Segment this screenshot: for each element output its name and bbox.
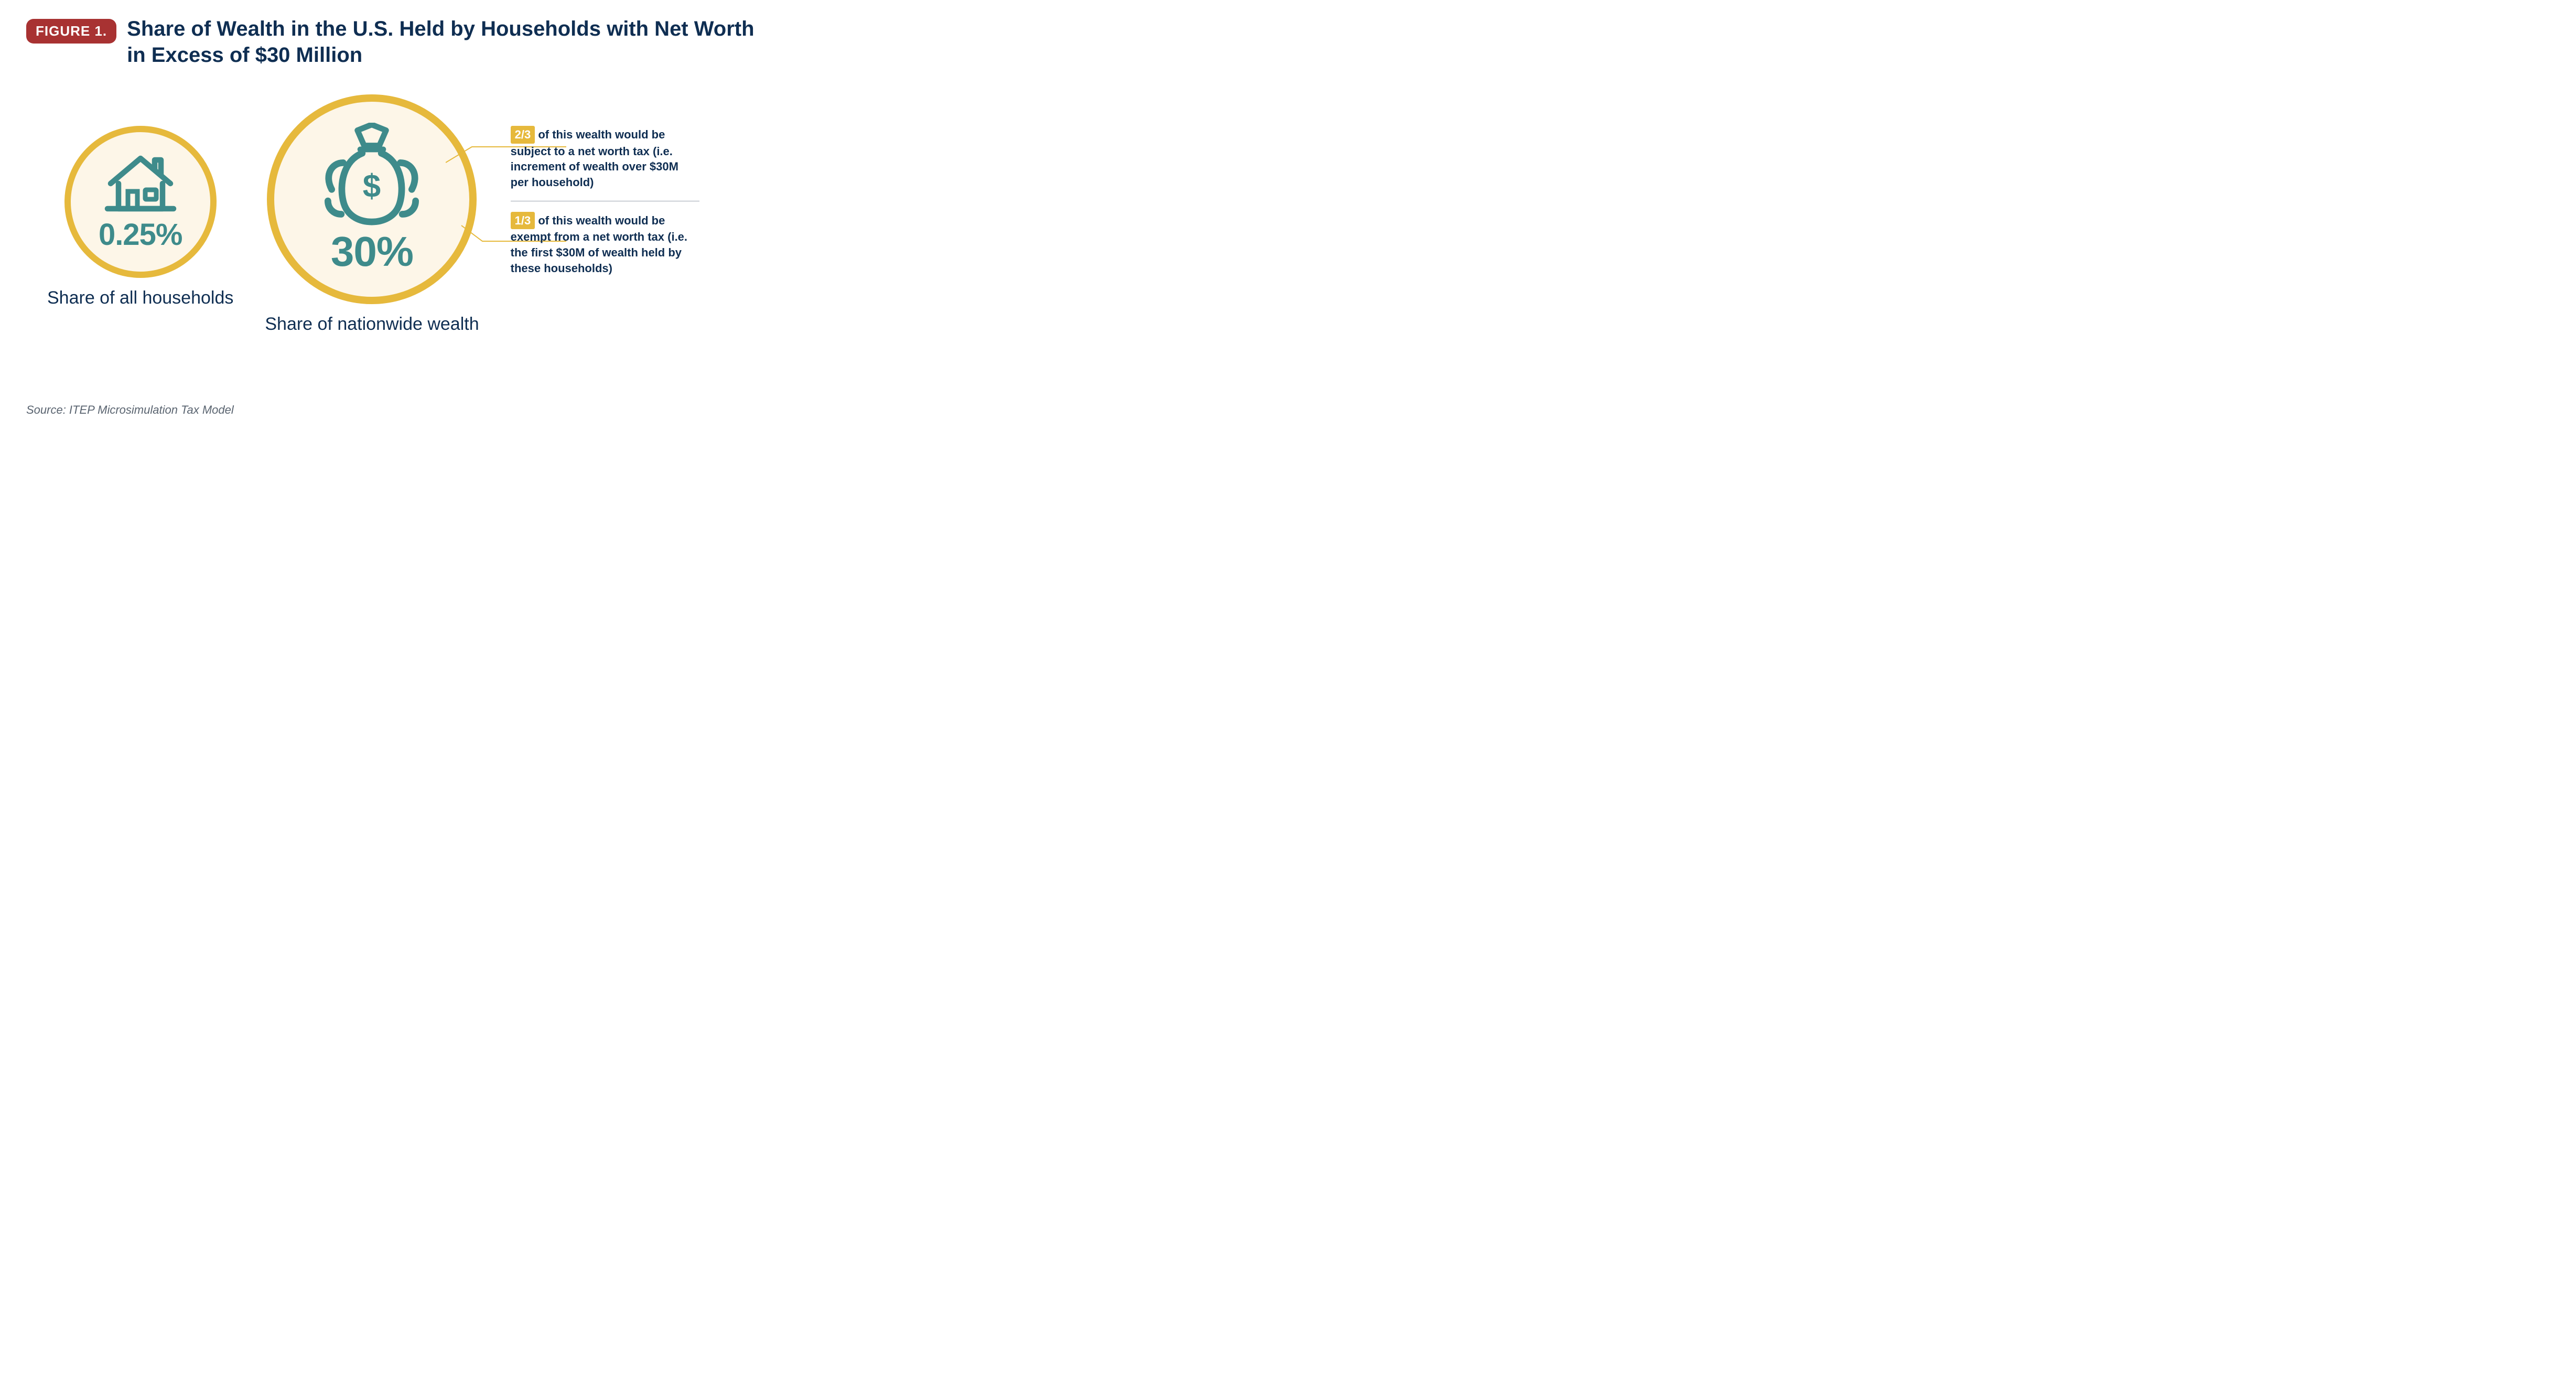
fraction-badge: 1/3	[511, 212, 535, 230]
infographic-content: 0.25% Share of all households $ 30% Shar…	[26, 89, 760, 335]
figure-header: FIGURE 1. Share of Wealth in the U.S. He…	[26, 16, 760, 68]
source-attribution: Source: ITEP Microsimulation Tax Model	[26, 403, 234, 417]
callouts: 2/3 of this wealth would be subject to a…	[511, 126, 699, 276]
svg-text:$: $	[363, 168, 381, 205]
households-percent: 0.25%	[99, 217, 182, 252]
callout-one-third: 1/3 of this wealth would be exempt from …	[511, 212, 699, 276]
left-circle-block: 0.25% Share of all households	[47, 94, 233, 309]
households-circle: 0.25%	[64, 126, 217, 278]
wealth-percent: 30%	[331, 228, 413, 276]
fraction-badge: 2/3	[511, 126, 535, 144]
callout-two-thirds: 2/3 of this wealth would be subject to a…	[511, 126, 699, 190]
figure-title: Share of Wealth in the U.S. Held by Hous…	[127, 16, 760, 68]
callout-text: of this wealth would be subject to a net…	[511, 128, 678, 189]
figure-badge: FIGURE 1.	[26, 19, 116, 44]
house-icon	[101, 152, 180, 215]
households-caption: Share of all households	[47, 287, 233, 309]
money-bag-icon: $	[314, 123, 429, 228]
wealth-caption: Share of nationwide wealth	[265, 314, 479, 335]
callout-text: of this wealth would be exempt from a ne…	[511, 214, 687, 275]
